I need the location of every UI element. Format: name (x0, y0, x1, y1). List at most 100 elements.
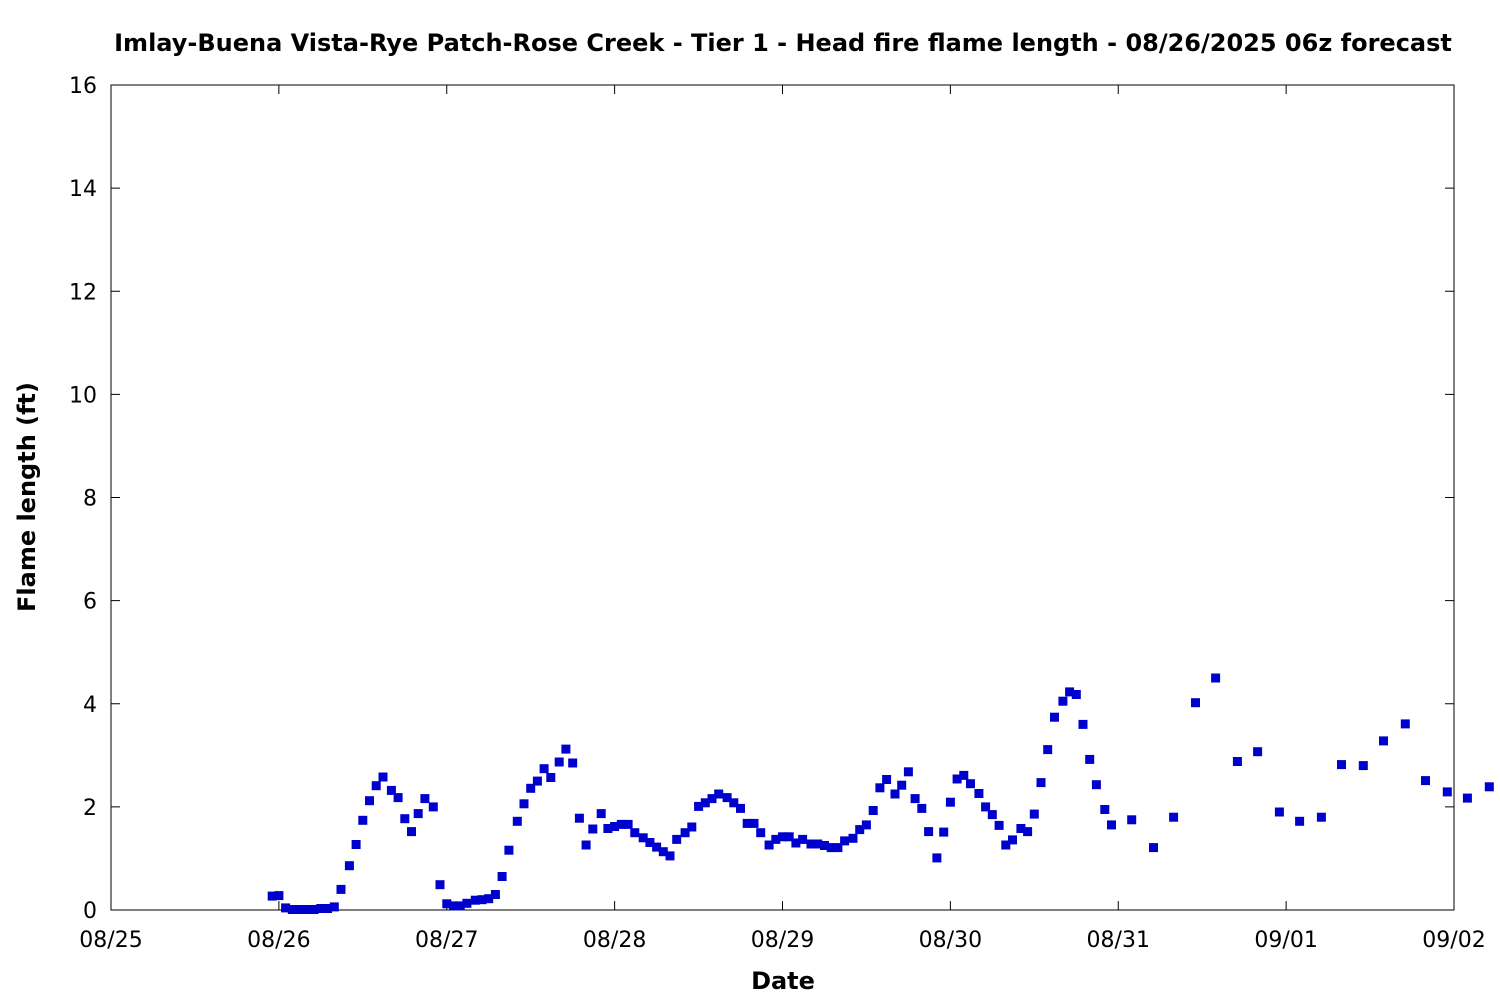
data-point (1050, 712, 1059, 722)
data-point (302, 905, 312, 914)
data-point (323, 904, 333, 913)
data-point (1065, 687, 1075, 697)
x-tick-label: 08/27 (415, 928, 478, 953)
data-point (784, 832, 794, 842)
data-point (658, 847, 668, 857)
data-point (497, 872, 507, 881)
data-point (400, 814, 410, 824)
data-point (1211, 673, 1221, 683)
data-point (316, 904, 326, 913)
data-point (981, 802, 991, 812)
data-point (274, 891, 284, 901)
data-point (945, 797, 955, 807)
data-point (665, 851, 675, 861)
data-point (638, 833, 648, 843)
data-point (435, 880, 445, 890)
data-point (848, 833, 858, 843)
data-point (1029, 809, 1039, 819)
data-point (484, 894, 494, 904)
y-tick-label: 16 (69, 74, 97, 99)
y-axis: 0 2 4 6 8 10 12 14 16 (69, 74, 1454, 924)
data-point (329, 902, 339, 912)
data-point (1016, 824, 1026, 833)
data-point (1253, 747, 1263, 757)
data-point (1058, 696, 1068, 706)
data-point (861, 820, 871, 830)
data-point (336, 884, 346, 894)
data-point (694, 801, 704, 811)
data-point (519, 799, 529, 809)
data-point (1149, 843, 1158, 853)
data-point (1127, 815, 1137, 825)
data-point (924, 827, 934, 837)
data-point (407, 827, 416, 837)
data-point (974, 789, 984, 798)
data-point (428, 802, 438, 812)
data-point (932, 853, 942, 863)
data-point (833, 843, 843, 853)
data-point (882, 775, 892, 784)
data-point (309, 905, 319, 914)
plot-frame (110, 84, 1455, 911)
data-point (1191, 698, 1200, 708)
data-point (526, 783, 536, 793)
y-tick-label: 6 (83, 590, 97, 615)
data-point (939, 827, 949, 837)
data-point (449, 901, 458, 911)
data-point (771, 834, 781, 844)
data-point (413, 809, 423, 819)
data-point (966, 779, 975, 789)
data-point (994, 820, 1004, 830)
data-point (987, 810, 997, 820)
x-tick-label: 09/01 (1254, 928, 1317, 953)
data-point (1442, 787, 1452, 797)
x-tick-label: 08/29 (751, 928, 814, 953)
data-points (267, 673, 1494, 914)
data-point (344, 861, 354, 871)
chart-title: Imlay-Buena Vista-Rye Patch-Rose Creek -… (114, 29, 1452, 57)
data-point (729, 798, 739, 808)
data-point (358, 815, 368, 825)
data-point (764, 840, 774, 850)
x-tick-label: 08/28 (583, 928, 646, 953)
data-point (1078, 719, 1088, 729)
y-tick-label: 4 (83, 693, 97, 718)
x-tick-label: 08/26 (247, 928, 310, 953)
data-point (504, 845, 514, 855)
data-point (596, 809, 606, 819)
data-point (581, 840, 591, 850)
data-point (616, 819, 626, 829)
data-point (442, 899, 452, 909)
data-point (1169, 812, 1179, 822)
data-point (386, 785, 396, 795)
y-tick-label: 0 (83, 899, 97, 924)
data-point (532, 776, 542, 786)
data-point (561, 744, 571, 754)
data-point (351, 840, 361, 849)
x-axis: 08/25 08/26 08/27 08/28 08/29 08/30 08/31 09/01… (79, 85, 1486, 953)
x-axis-label: Date (751, 967, 815, 995)
data-point (868, 806, 878, 815)
data-point (287, 905, 297, 914)
data-point (574, 813, 584, 823)
data-point (546, 773, 556, 782)
data-point (1107, 820, 1116, 830)
data-point (875, 783, 885, 793)
data-point (736, 803, 745, 813)
data-point (490, 890, 500, 899)
x-tick-label: 08/25 (79, 928, 142, 953)
data-point (1232, 757, 1242, 766)
data-point (1484, 782, 1494, 792)
y-tick-label: 12 (69, 280, 97, 305)
data-point (393, 793, 403, 803)
data-point (778, 832, 787, 842)
data-point (1023, 827, 1033, 837)
y-tick-label: 2 (83, 796, 97, 821)
data-point (890, 789, 900, 799)
data-point (917, 803, 927, 813)
data-point (630, 828, 640, 838)
data-point (672, 834, 682, 844)
data-point (512, 816, 522, 826)
data-point (897, 780, 907, 790)
data-point (722, 793, 732, 803)
